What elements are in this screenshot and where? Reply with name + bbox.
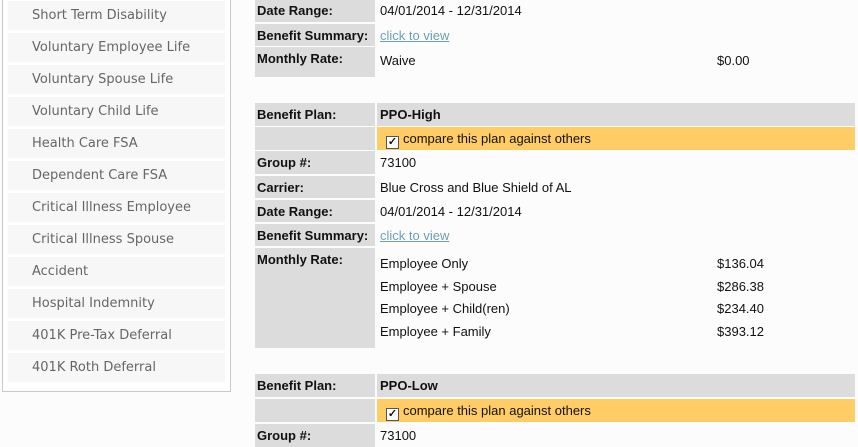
benefit-summary-row: Benefit Summary: click to view xyxy=(255,24,855,46)
compare-option[interactable]: ✓ compare this plan against others xyxy=(377,399,855,422)
sidebar-item-voluntary-spouse-life[interactable]: Voluntary Spouse Life xyxy=(8,65,225,94)
monthly-rate-label: Monthly Rate: xyxy=(255,248,375,348)
benefit-plan-name: PPO-High xyxy=(377,103,855,126)
benefit-summary-link[interactable]: click to view xyxy=(380,28,450,43)
rate-tier: Employee + Family xyxy=(380,324,491,339)
benefit-plan-row: Benefit Plan: PPO-High xyxy=(255,103,855,126)
date-range-value: 04/01/2014 - 12/31/2014 xyxy=(380,204,522,219)
rate-amount: $234.40 xyxy=(717,301,764,316)
sidebar-item-short-term-disability[interactable]: Short Term Disability xyxy=(8,1,225,30)
benefit-plan-label: Benefit Plan: xyxy=(255,103,375,126)
date-range-label: Date Range: xyxy=(255,200,375,222)
compare-checkbox[interactable]: ✓ xyxy=(386,136,399,149)
compare-label: compare this plan against others xyxy=(403,131,591,146)
sidebar-item-voluntary-child-life[interactable]: Voluntary Child Life xyxy=(8,97,225,126)
rate-tier: Waive xyxy=(380,53,416,68)
monthly-rate-row: Monthly Rate: Employee Only $136.04 Empl… xyxy=(255,248,855,348)
rate-amount: $136.04 xyxy=(717,256,764,271)
sidebar-item-critical-illness-employee[interactable]: Critical Illness Employee xyxy=(8,193,225,222)
sidebar-item-401k-pretax[interactable]: 401K Pre-Tax Deferral xyxy=(8,321,225,350)
sidebar-item-health-care-fsa[interactable]: Health Care FSA xyxy=(8,129,225,158)
benefit-summary-link[interactable]: click to view xyxy=(380,228,450,243)
benefit-plan-row: Benefit Plan: PPO-Low xyxy=(255,374,855,397)
benefit-summary-row: Benefit Summary: click to view xyxy=(255,224,855,246)
sidebar-item-401k-roth[interactable]: 401K Roth Deferral xyxy=(8,353,225,382)
benefit-plan-label: Benefit Plan: xyxy=(255,374,375,397)
compare-checkbox[interactable]: ✓ xyxy=(386,408,399,421)
sidebar-item-critical-illness-spouse[interactable]: Critical Illness Spouse xyxy=(8,225,225,254)
sidebar-item-hospital-indemnity[interactable]: Hospital Indemnity xyxy=(8,289,225,318)
date-range-row: Date Range: 04/01/2014 - 12/31/2014 xyxy=(255,0,855,22)
compare-option[interactable]: ✓ compare this plan against others xyxy=(377,127,855,150)
group-label: Group #: xyxy=(255,424,375,447)
carrier-label: Carrier: xyxy=(255,176,375,198)
benefit-summary-label: Benefit Summary: xyxy=(255,224,375,246)
benefits-sidebar: Short Term Disability Voluntary Employee… xyxy=(2,0,231,392)
benefit-summary-label: Benefit Summary: xyxy=(255,24,375,46)
monthly-rate-row: Monthly Rate: Waive $0.00 xyxy=(255,47,855,77)
sidebar-item-voluntary-employee-life[interactable]: Voluntary Employee Life xyxy=(8,33,225,62)
carrier-row: Carrier: Blue Cross and Blue Shield of A… xyxy=(255,176,855,198)
sidebar-item-dependent-care-fsa[interactable]: Dependent Care FSA xyxy=(8,161,225,190)
rate-tier: Employee Only xyxy=(380,256,469,271)
rate-amount: $286.38 xyxy=(717,279,764,294)
rate-tier: Employee + Spouse xyxy=(380,279,497,294)
date-range-label: Date Range: xyxy=(255,0,375,22)
group-label: Group #: xyxy=(255,151,375,174)
group-value: 73100 xyxy=(380,428,417,443)
rate-amount: $0.00 xyxy=(717,53,750,68)
group-row: Group #: 73100 xyxy=(255,151,855,174)
benefit-plan-name: PPO-Low xyxy=(377,374,855,397)
carrier-value: Blue Cross and Blue Shield of AL xyxy=(380,180,572,195)
group-row: Group #: 73100 xyxy=(255,424,855,447)
date-range-value: 04/01/2014 - 12/31/2014 xyxy=(380,3,522,18)
sidebar-item-accident[interactable]: Accident xyxy=(8,257,225,286)
rate-tier: Employee + Child(ren) xyxy=(380,301,510,316)
compare-row: ✓ compare this plan against others xyxy=(255,399,855,422)
compare-row: ✓ compare this plan against others xyxy=(255,127,855,150)
group-value: 73100 xyxy=(380,155,417,170)
rate-amount: $393.12 xyxy=(717,324,764,339)
monthly-rate-label: Monthly Rate: xyxy=(255,47,375,77)
date-range-row: Date Range: 04/01/2014 - 12/31/2014 xyxy=(255,200,855,222)
compare-label: compare this plan against others xyxy=(403,403,591,418)
